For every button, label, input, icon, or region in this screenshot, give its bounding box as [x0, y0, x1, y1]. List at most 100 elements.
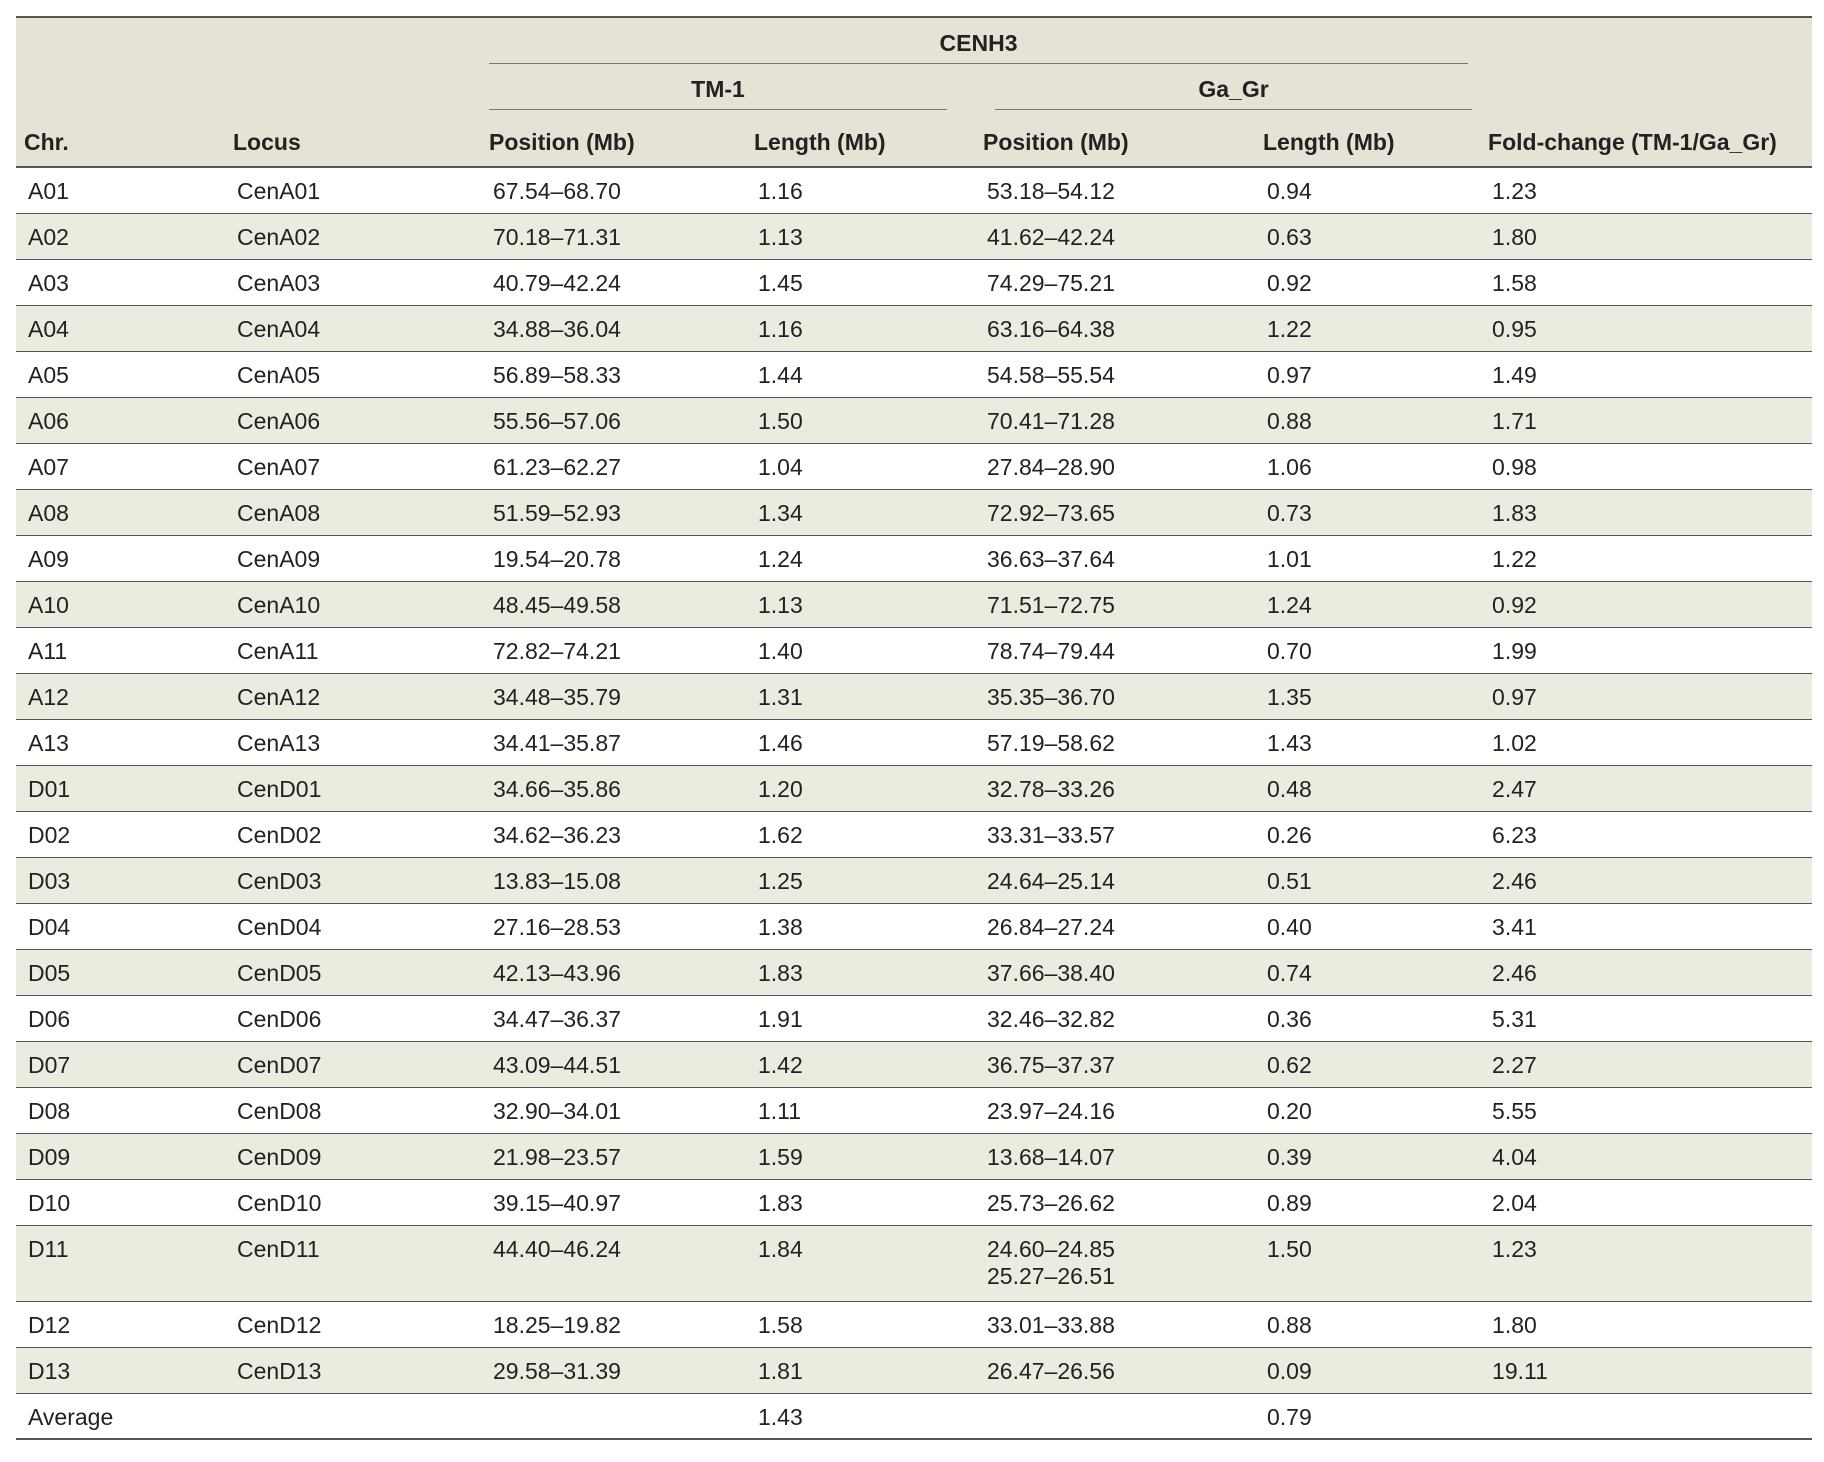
table-header: CENH3 TM-1 Ga_Gr Chr. Locus Position (Mb…	[16, 16, 1813, 168]
cell-tm1-length: 1.25	[746, 857, 975, 904]
cell-fold-change: 0.98	[1480, 443, 1813, 490]
cell-gagr-position-text: 37.66–38.40	[987, 959, 1115, 986]
cell-gagr-position: 37.66–38.40	[975, 949, 1255, 996]
cell-fold-change: 1.58	[1480, 259, 1813, 306]
cell-locus-text: CenA08	[237, 499, 321, 526]
cell-chr: A09	[16, 535, 225, 582]
cell-chr: D04	[16, 903, 225, 950]
cell-locus-text: CenA13	[237, 729, 321, 756]
cell-gagr-length-text: 0.70	[1267, 637, 1312, 664]
cell-gagr-length: 1.24	[1255, 581, 1481, 628]
cell-tm1-position-text: 34.66–35.86	[493, 775, 621, 802]
header-cenh3-group: CENH3	[481, 16, 1481, 64]
cell-fold-change-text: 1.83	[1492, 499, 1537, 526]
cell-gagr-position-text: 26.84–27.24	[987, 913, 1115, 940]
cell-gagr-length-text: 0.36	[1267, 1005, 1312, 1032]
cell-chr: A07	[16, 443, 225, 490]
cell-tm1-position-text: 18.25–19.82	[493, 1311, 621, 1338]
cell-chr-text: D11	[28, 1235, 69, 1262]
cell-chr: D01	[16, 765, 225, 812]
cell-chr-text: D10	[28, 1189, 71, 1216]
cell-fold-change: 1.71	[1480, 397, 1813, 444]
cell-gagr-position-text: 36.75–37.37	[987, 1051, 1115, 1078]
cell-gagr-length: 1.22	[1255, 305, 1481, 352]
cell-tm1-position-text: 34.62–36.23	[493, 821, 621, 848]
cell-fold-change: 6.23	[1480, 811, 1813, 858]
cell-gagr-position: 41.62–42.24	[975, 213, 1255, 260]
cell-tm1-position-text: 29.58–31.39	[493, 1357, 621, 1384]
cell-locus: CenA11	[225, 627, 481, 674]
cell-tm1-length-text: 1.81	[758, 1357, 803, 1384]
cell-chr: A13	[16, 719, 225, 766]
cell-fold-change-text: 1.23	[1492, 178, 1537, 204]
column-header-gagr-length: Length (Mb)	[1255, 110, 1481, 168]
cell-gagr-position: 32.46–32.82	[975, 995, 1255, 1042]
cell-fold-change-text: 4.04	[1492, 1143, 1537, 1170]
cell-gagr-length-text: 0.51	[1267, 867, 1312, 894]
cenh3-label: CENH3	[489, 30, 1469, 64]
cell-chr-text: D02	[28, 821, 71, 848]
cell-tm1-position: 40.79–42.24	[481, 259, 746, 306]
cell-locus-text: CenA07	[237, 453, 321, 480]
cell-locus: CenD03	[225, 857, 481, 904]
cell-tm1-position: 27.16–28.53	[481, 903, 746, 950]
table-row: A02 CenA02 70.18–71.31 1.13 41.62–42.24 0.63 1…	[16, 213, 1813, 260]
cell-gagr-length-text: 0.79	[1267, 1403, 1312, 1430]
cell-tm1-position: 34.62–36.23	[481, 811, 746, 858]
cell-fold-change-text: 2.46	[1492, 867, 1537, 894]
cell-chr: D06	[16, 995, 225, 1042]
cell-locus: CenD09	[225, 1133, 481, 1180]
cell-fold-change: 5.31	[1480, 995, 1813, 1042]
cell-chr: A03	[16, 259, 225, 306]
cell-tm1-position-text: 34.48–35.79	[493, 683, 621, 710]
cell-tm1-length: 1.46	[746, 719, 975, 766]
cell-tm1-position: 19.54–20.78	[481, 535, 746, 582]
cell-fold-change: 19.11	[1480, 1347, 1813, 1394]
cell-fold-change-text: 2.47	[1492, 775, 1537, 802]
cell-fold-change-text: 1.99	[1492, 637, 1537, 664]
cell-tm1-length: 1.13	[746, 581, 975, 628]
table-row: D04 CenD04 27.16–28.53 1.38 26.84–27.24 0.40 3…	[16, 903, 1813, 950]
cell-tm1-length: 1.40	[746, 627, 975, 674]
cell-tm1-position: 34.41–35.87	[481, 719, 746, 766]
cell-fold-change-text: 5.31	[1492, 1005, 1537, 1032]
table-row: D08 CenD08 32.90–34.01 1.11 23.97–24.16 0.20 5…	[16, 1087, 1813, 1134]
cell-gagr-length-text: 1.50	[1267, 1235, 1312, 1262]
cell-gagr-length: 0.09	[1255, 1347, 1481, 1394]
cell-gagr-position-text: 41.62–42.24	[987, 223, 1115, 250]
cell-gagr-position: 25.73–26.62	[975, 1179, 1255, 1226]
header-blank-chr-2	[16, 64, 225, 110]
cell-chr-text: D01	[28, 775, 71, 802]
cenh3-table: CENH3 TM-1 Ga_Gr Chr. Locus Position (Mb…	[16, 16, 1813, 1440]
cell-gagr-length: 1.43	[1255, 719, 1481, 766]
cell-gagr-position: 33.01–33.88	[975, 1301, 1255, 1348]
cell-fold-change: 2.47	[1480, 765, 1813, 812]
cell-fold-change-text: 19.11	[1492, 1357, 1548, 1384]
cell-fold-change: 0.92	[1480, 581, 1813, 628]
cell-gagr-position-text: 71.51–72.75	[987, 591, 1115, 618]
table-row: A03 CenA03 40.79–42.24 1.45 74.29–75.21 0.92 1…	[16, 259, 1813, 306]
cell-tm1-position-text: 44.40–46.24	[493, 1235, 621, 1262]
cell-tm1-length-text: 1.16	[758, 178, 803, 204]
cell-fold-change: 1.83	[1480, 489, 1813, 536]
cell-gagr-length: 1.35	[1255, 673, 1481, 720]
cell-chr-text: A02	[28, 223, 69, 250]
cell-locus-text: CenA10	[237, 591, 321, 618]
cell-gagr-length: 0.39	[1255, 1133, 1481, 1180]
cell-fold-change: 1.80	[1480, 1301, 1813, 1348]
cell-gagr-length-text: 1.35	[1267, 683, 1312, 710]
cell-chr-text: A05	[28, 361, 69, 388]
cell-fold-change: 0.97	[1480, 673, 1813, 720]
cell-tm1-position: 51.59–52.93	[481, 489, 746, 536]
cell-tm1-length-text: 1.91	[758, 1005, 803, 1032]
cell-gagr-position-text: 33.31–33.57	[987, 821, 1115, 848]
cell-tm1-length: 1.59	[746, 1133, 975, 1180]
cell-fold-change: 1.23	[1480, 1225, 1813, 1302]
cell-tm1-length: 1.81	[746, 1347, 975, 1394]
cell-locus: CenD08	[225, 1087, 481, 1134]
cell-tm1-position: 44.40–46.24	[481, 1225, 746, 1302]
table-body: A01 CenA01 67.54–68.70 1.16 53.18–54.12 0.94 1…	[16, 167, 1813, 1440]
cell-tm1-position: 56.89–58.33	[481, 351, 746, 398]
cell-tm1-length-text: 1.11	[758, 1097, 802, 1124]
cell-chr: A10	[16, 581, 225, 628]
